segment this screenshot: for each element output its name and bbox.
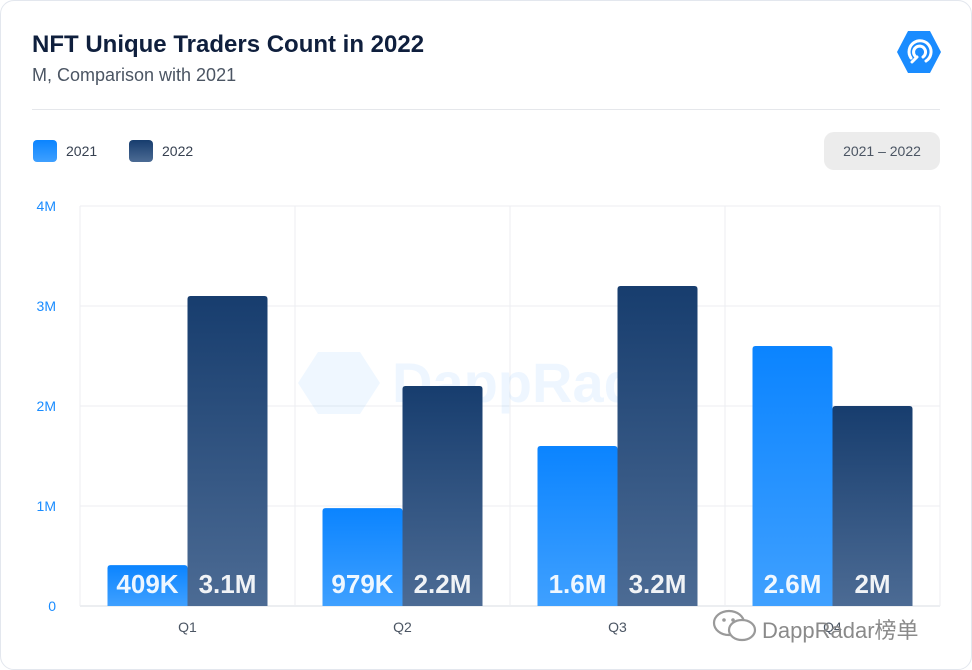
legend-swatch-2022 xyxy=(129,140,153,162)
y-tick-label: 3M xyxy=(37,298,56,314)
x-tick-label: Q1 xyxy=(178,619,197,635)
data-label: 409K xyxy=(116,569,178,599)
y-tick-label: 2M xyxy=(37,398,56,414)
bar-2021-Q4 xyxy=(752,346,833,606)
x-tick-label: Q3 xyxy=(608,619,627,635)
bar-2022-Q4 xyxy=(832,406,913,606)
header-divider xyxy=(32,109,940,110)
wechat-icon xyxy=(712,609,757,642)
data-label: 2M xyxy=(854,569,890,599)
legend-label-2022: 2022 xyxy=(162,143,194,159)
dappradar-logo-icon xyxy=(897,31,941,73)
date-range-button[interactable]: 2021 – 2022 xyxy=(824,132,940,170)
social-caption: DappRadar榜单 xyxy=(762,618,919,643)
y-tick-label: 4M xyxy=(37,198,56,214)
bar-2022-Q2 xyxy=(402,386,483,606)
legend-item-2022[interactable]: 2022 xyxy=(129,139,193,163)
legend-item-2021[interactable]: 2021 xyxy=(33,139,97,163)
data-label: 979K xyxy=(331,569,393,599)
data-label: 2.2M xyxy=(414,569,472,599)
chart-title: NFT Unique Traders Count in 2022 xyxy=(32,31,425,58)
data-label: 3.2M xyxy=(629,569,687,599)
bar-2022-Q3 xyxy=(617,286,698,606)
data-label: 3.1M xyxy=(199,569,257,599)
y-tick-label: 1M xyxy=(37,498,56,514)
legend-label-2021: 2021 xyxy=(66,143,98,159)
chart-subtitle: M, Comparison with 2021 xyxy=(32,65,237,85)
legend-swatch-2021 xyxy=(33,140,57,162)
x-tick-label: Q4 xyxy=(823,619,842,635)
data-label: 1.6M xyxy=(549,569,607,599)
y-tick-label: 0 xyxy=(48,598,56,614)
bar-2021-Q3 xyxy=(537,446,618,606)
bar-2021-Q2 xyxy=(322,508,403,606)
bar-2021-Q1 xyxy=(107,565,188,606)
x-tick-label: Q2 xyxy=(393,619,412,635)
bar-2022-Q1 xyxy=(187,296,268,606)
data-label: 2.6M xyxy=(764,569,822,599)
